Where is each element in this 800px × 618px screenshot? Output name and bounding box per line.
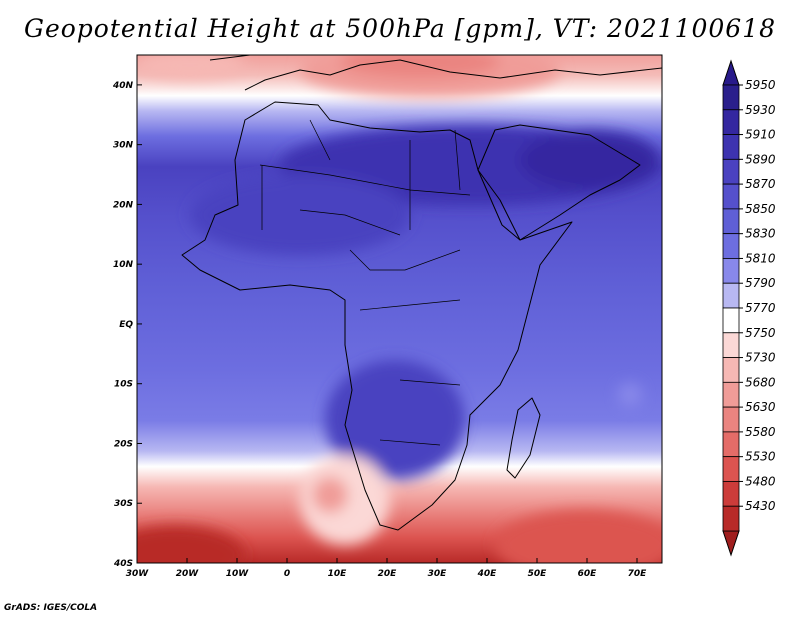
colorbar-label: 5430 [745,499,776,513]
x-tick-label: 70E [628,569,648,579]
x-tick-label: 60E [578,569,598,579]
colorbar-label: 5630 [745,400,776,414]
field-high-nw [137,55,245,79]
map-ticks: 30W 20W 10W 0 10E 20E 30E 40E 50E 60E 70E 40N 30N 20N… [112,81,647,579]
x-tick-label: 20W [176,569,200,579]
field-low-se [495,510,662,563]
colorbar-label: 5850 [745,202,776,216]
colorbar-swatch [722,208,740,235]
y-tick-label: 20N [113,200,134,210]
colorbar-label: 5680 [745,375,776,389]
colorbar-label: 5910 [745,128,776,142]
colorbar-label: 5830 [745,227,776,241]
colorbar-swatch [722,332,740,358]
field-ridge-south [325,360,465,480]
x-tick-label: 30E [428,569,448,579]
field-gap-core [312,477,348,513]
colorbar-swatch [722,134,740,160]
colorbar-swatch [722,307,740,334]
field-east-lobe [618,383,642,407]
y-tick-label: 10S [114,380,133,390]
colorbar-swatch [722,183,740,210]
field-low-sw [137,525,245,563]
colorbar-label: 5770 [745,301,776,315]
europe-coastline [209,55,662,91]
colorbar-label: 5580 [745,425,776,439]
colorbar-swatch [722,431,740,458]
grads-credit: GrADS: IGES/COLA [4,603,98,613]
country-borders [259,119,471,446]
colorbar-swatch [722,456,740,482]
colorbar-label: 5730 [745,351,776,365]
x-tick-label: 20E [378,569,398,579]
y-tick-label: 40S [113,559,133,569]
y-tick-label: 30S [114,499,133,509]
colorbar: 5950 5930 5910 5890 5870 5850 5830 5810 5790 5770… [722,59,776,557]
colorbar-label: 5790 [745,276,776,290]
colorbar-swatch [722,158,740,185]
colorbar-label: 5480 [745,474,776,488]
x-tick-label: 30W [126,569,150,579]
colorbar-swatch [722,357,740,383]
y-tick-label: EQ [119,320,133,330]
x-tick-label: 0 [284,569,290,579]
colorbar-label: 5750 [745,326,776,340]
colorbar-swatch [722,381,740,408]
colorbar-label: 5950 [745,78,776,92]
y-tick-label: 10N [113,260,134,270]
colorbar-label: 5810 [745,251,776,265]
x-tick-label: 40E [477,569,498,579]
colorbar-min-arrow [722,530,740,557]
field-ridge-sahara [190,175,410,255]
colorbar-max-arrow [722,59,740,86]
madagascar-coastline [506,397,541,479]
colorbar-swatch [722,109,740,135]
colorbar-swatch [722,233,740,259]
arabia-coastline [477,124,641,241]
colorbar-label: 5530 [745,450,776,464]
y-tick-label: 20S [114,439,133,449]
colorbar-swatch [722,84,740,111]
colorbar-swatch [722,481,740,507]
colorbar-swatch [722,258,740,284]
y-tick-label: 40N [112,81,134,91]
colorbar-swatch [722,406,740,433]
field-high-europe-core [340,55,500,78]
colorbar-swatch [722,505,740,532]
colorbar-label: 5890 [745,152,776,166]
x-tick-label: 10E [328,569,348,579]
field-ridge-east [520,130,660,190]
x-tick-label: 50E [528,569,548,579]
colorbar-label: 5930 [745,103,776,117]
africa-coastline [181,101,573,531]
colorbar-swatch [722,282,740,309]
chart-title: Geopotential Height at 500hPa [gpm], VT:… [23,14,777,43]
map-frame [136,54,663,564]
y-tick-label: 30N [113,141,134,151]
x-tick-label: 10W [226,569,250,579]
colorbar-label: 5870 [745,177,776,191]
